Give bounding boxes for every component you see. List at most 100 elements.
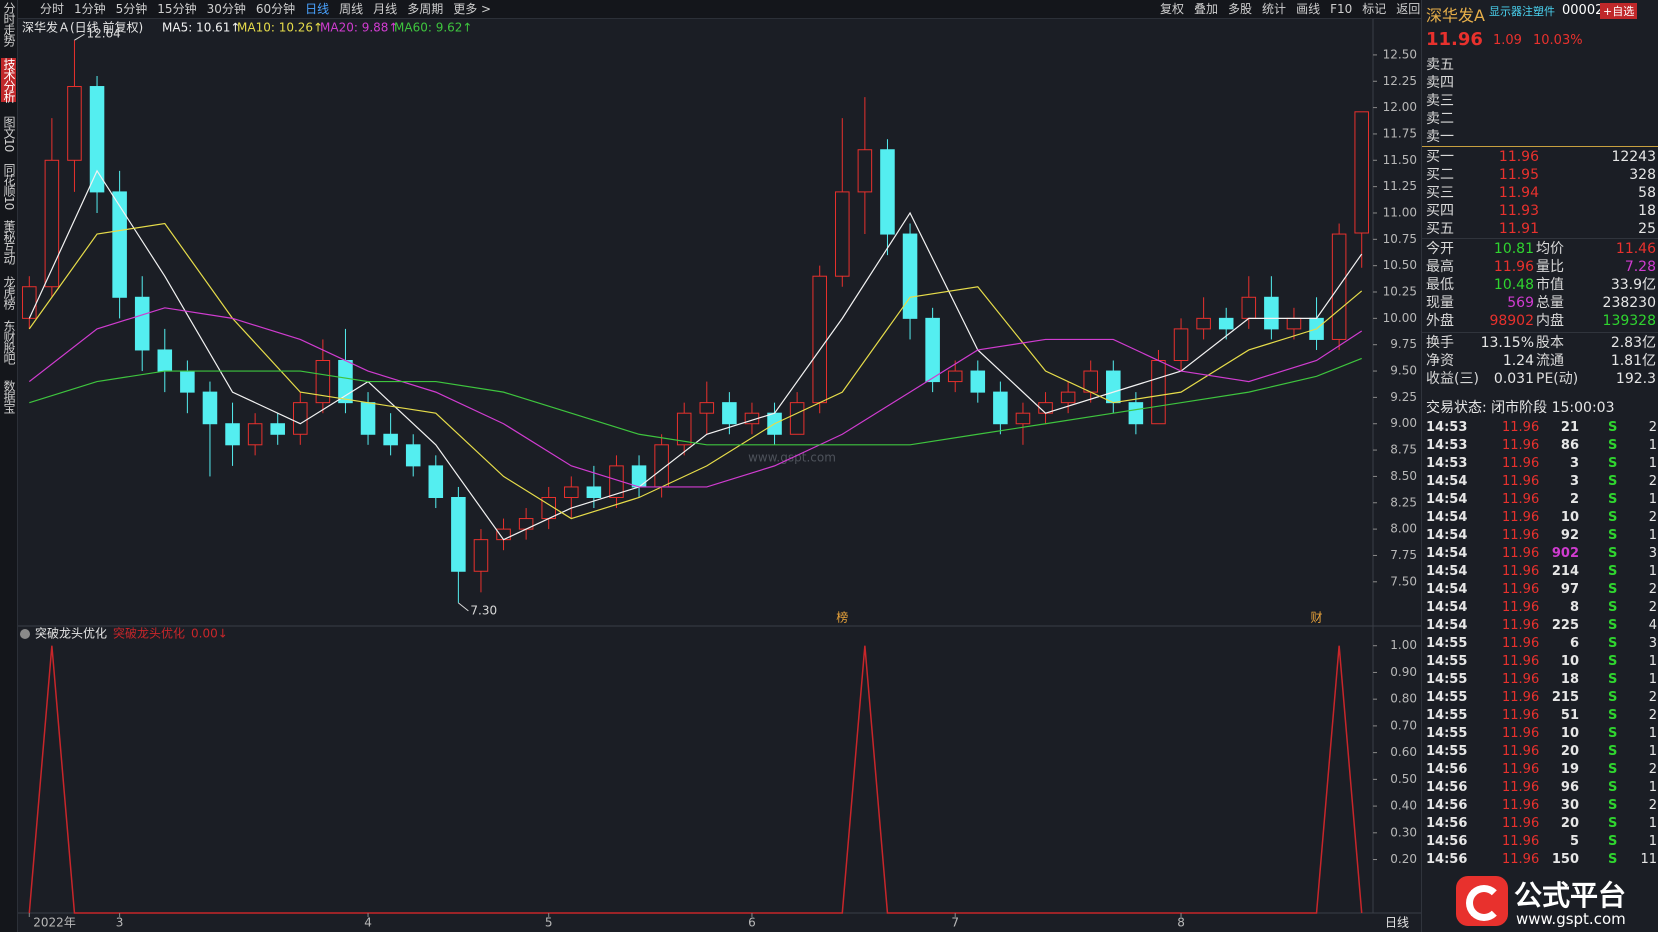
tick-price: 11.96 <box>1502 474 1540 489</box>
tick-count: 1 <box>1648 564 1657 579</box>
tick-count: 2 <box>1648 582 1657 597</box>
tick-count: 2 <box>1648 420 1657 435</box>
stats-row: 换手 13.15% 股本 2.83亿 <box>1422 334 1658 352</box>
tick-price: 11.96 <box>1502 600 1540 615</box>
period-tab[interactable]: 5分钟 <box>115 2 148 16</box>
tick-volume: 3 <box>1569 474 1579 489</box>
stat-value: 11.46 <box>1615 241 1656 257</box>
period-tab[interactable]: 15分钟 <box>157 2 197 16</box>
logo-icon <box>1456 876 1508 926</box>
tick-count: 1 <box>1648 456 1657 471</box>
tick-time: 14:53 <box>1426 456 1468 471</box>
candle-body <box>564 486 579 498</box>
y-tick-label: 7.50 <box>1390 574 1417 588</box>
period-tab[interactable]: 60分钟 <box>255 2 296 16</box>
stats-row: 今开 10.81 均价 11.46 <box>1422 240 1658 258</box>
ma-line <box>28 222 1363 520</box>
tick-price: 11.96 <box>1502 708 1540 723</box>
tick-price: 11.96 <box>1502 672 1540 687</box>
bid-volume: 328 <box>1629 167 1656 183</box>
tick-time: 14:54 <box>1426 564 1468 579</box>
tick-price: 11.96 <box>1502 690 1540 705</box>
bid-row: 买一 11.96 12243 <box>1422 148 1658 166</box>
side-tab[interactable]: 东财股吧 <box>2 320 16 364</box>
tick-time: 14:54 <box>1426 492 1468 507</box>
stock-name: 深华发A <box>1426 6 1485 25</box>
tool-button[interactable]: 多股 <box>1228 2 1253 16</box>
candle-body <box>1015 412 1031 425</box>
tick-price: 11.96 <box>1502 546 1540 561</box>
period-tab[interactable]: 30分钟 <box>206 2 246 16</box>
tool-button[interactable]: 叠加 <box>1194 2 1219 16</box>
y-tick-label: 12.00 <box>1383 100 1417 114</box>
candle-body <box>835 191 850 277</box>
tick-price: 11.96 <box>1502 582 1540 597</box>
candle-body <box>586 486 602 498</box>
side-tab[interactable]: 分时走势 <box>2 2 16 46</box>
tool-button[interactable]: 返回 <box>1396 2 1421 16</box>
candle-body <box>1286 317 1302 330</box>
watch-button[interactable]: +自选 <box>1600 3 1638 19</box>
tool-button[interactable]: 统计 <box>1262 2 1287 16</box>
tick-volume: 150 <box>1551 852 1579 867</box>
x-tick-label: 2022年 <box>33 916 76 930</box>
event-marker: 财 <box>1311 611 1323 625</box>
period-tab[interactable]: 更多 > <box>453 2 492 16</box>
tick-row: 14:56 11.96 96 S 1 <box>1422 779 1658 797</box>
tick-price: 11.96 <box>1502 528 1540 543</box>
tick-time: 14:55 <box>1426 672 1468 687</box>
bid-volume: 12243 <box>1611 149 1656 165</box>
tool-button[interactable]: F10 <box>1330 2 1353 16</box>
annotation: 7.30 <box>470 603 497 617</box>
y-tick-label: 11.75 <box>1383 126 1417 140</box>
period-tab[interactable]: 1分钟 <box>74 2 106 16</box>
side-tab[interactable]: 董秘互动 <box>2 220 16 264</box>
tick-count: 1 <box>1648 834 1657 849</box>
bid-price: 11.93 <box>1498 203 1539 219</box>
stat-value: 7.28 <box>1624 259 1656 275</box>
side-tab[interactable]: 同花顺10 <box>2 163 16 210</box>
ask-label: 卖四 <box>1426 75 1454 91</box>
tick-count: 2 <box>1648 510 1657 525</box>
period-tab[interactable]: 日线 <box>305 2 330 16</box>
candle-body <box>180 370 195 393</box>
tick-side: S <box>1608 816 1618 831</box>
candle-body <box>676 412 692 446</box>
stat-value: 10.81 <box>1493 241 1534 257</box>
tick-price: 11.96 <box>1502 618 1540 633</box>
tick-price: 11.96 <box>1502 816 1540 831</box>
side-tab[interactable]: 数据宝 <box>2 380 16 413</box>
tool-button[interactable]: 画线 <box>1296 2 1321 16</box>
tick-count: 2 <box>1648 798 1657 813</box>
tick-count: 11 <box>1640 852 1657 867</box>
tick-side: S <box>1608 708 1618 723</box>
tick-price: 11.96 <box>1502 438 1540 453</box>
tick-volume: 92 <box>1560 528 1579 543</box>
stats-row: 最低 10.48 市值 33.9亿 <box>1422 276 1658 294</box>
period-tab[interactable]: 分时 <box>40 2 65 16</box>
bid-row: 买五 11.91 25 <box>1422 220 1658 238</box>
period-tab[interactable]: 周线 <box>339 2 364 16</box>
side-tabs: 分时走势技术分析图文10 同花顺10 董秘互动龙虎榜东财股吧数据宝 <box>0 0 18 932</box>
tick-volume: 20 <box>1560 816 1579 831</box>
tool-button[interactable]: 复权 <box>1160 2 1185 16</box>
period-tab[interactable]: 月线 <box>373 2 398 16</box>
tick-side: S <box>1608 690 1618 705</box>
candle-body <box>1196 317 1211 330</box>
side-tab[interactable]: 图文10 <box>2 116 16 152</box>
tick-count: 3 <box>1648 546 1657 561</box>
y-tick-label: 10.00 <box>1383 311 1417 325</box>
stat-label: 最高 <box>1426 259 1454 275</box>
side-tab[interactable]: 龙虎榜 <box>2 276 16 309</box>
y-tick-label: 0.50 <box>1390 772 1417 786</box>
legend-entry: MA60: 9.62↑ <box>394 21 472 35</box>
tick-row: 14:55 11.96 6 S 3 <box>1422 635 1658 653</box>
side-tab[interactable]: 技术分析 <box>1 58 16 102</box>
tick-side: S <box>1608 762 1618 777</box>
tool-button[interactable]: 标记 <box>1362 2 1387 16</box>
ask-row: 卖四 <box>1422 74 1658 92</box>
period-tab[interactable]: 多周期 <box>407 2 444 16</box>
candle-body <box>699 402 715 414</box>
tick-volume: 30 <box>1560 798 1579 813</box>
stock-sector: 显示器注塑件 <box>1489 5 1555 18</box>
